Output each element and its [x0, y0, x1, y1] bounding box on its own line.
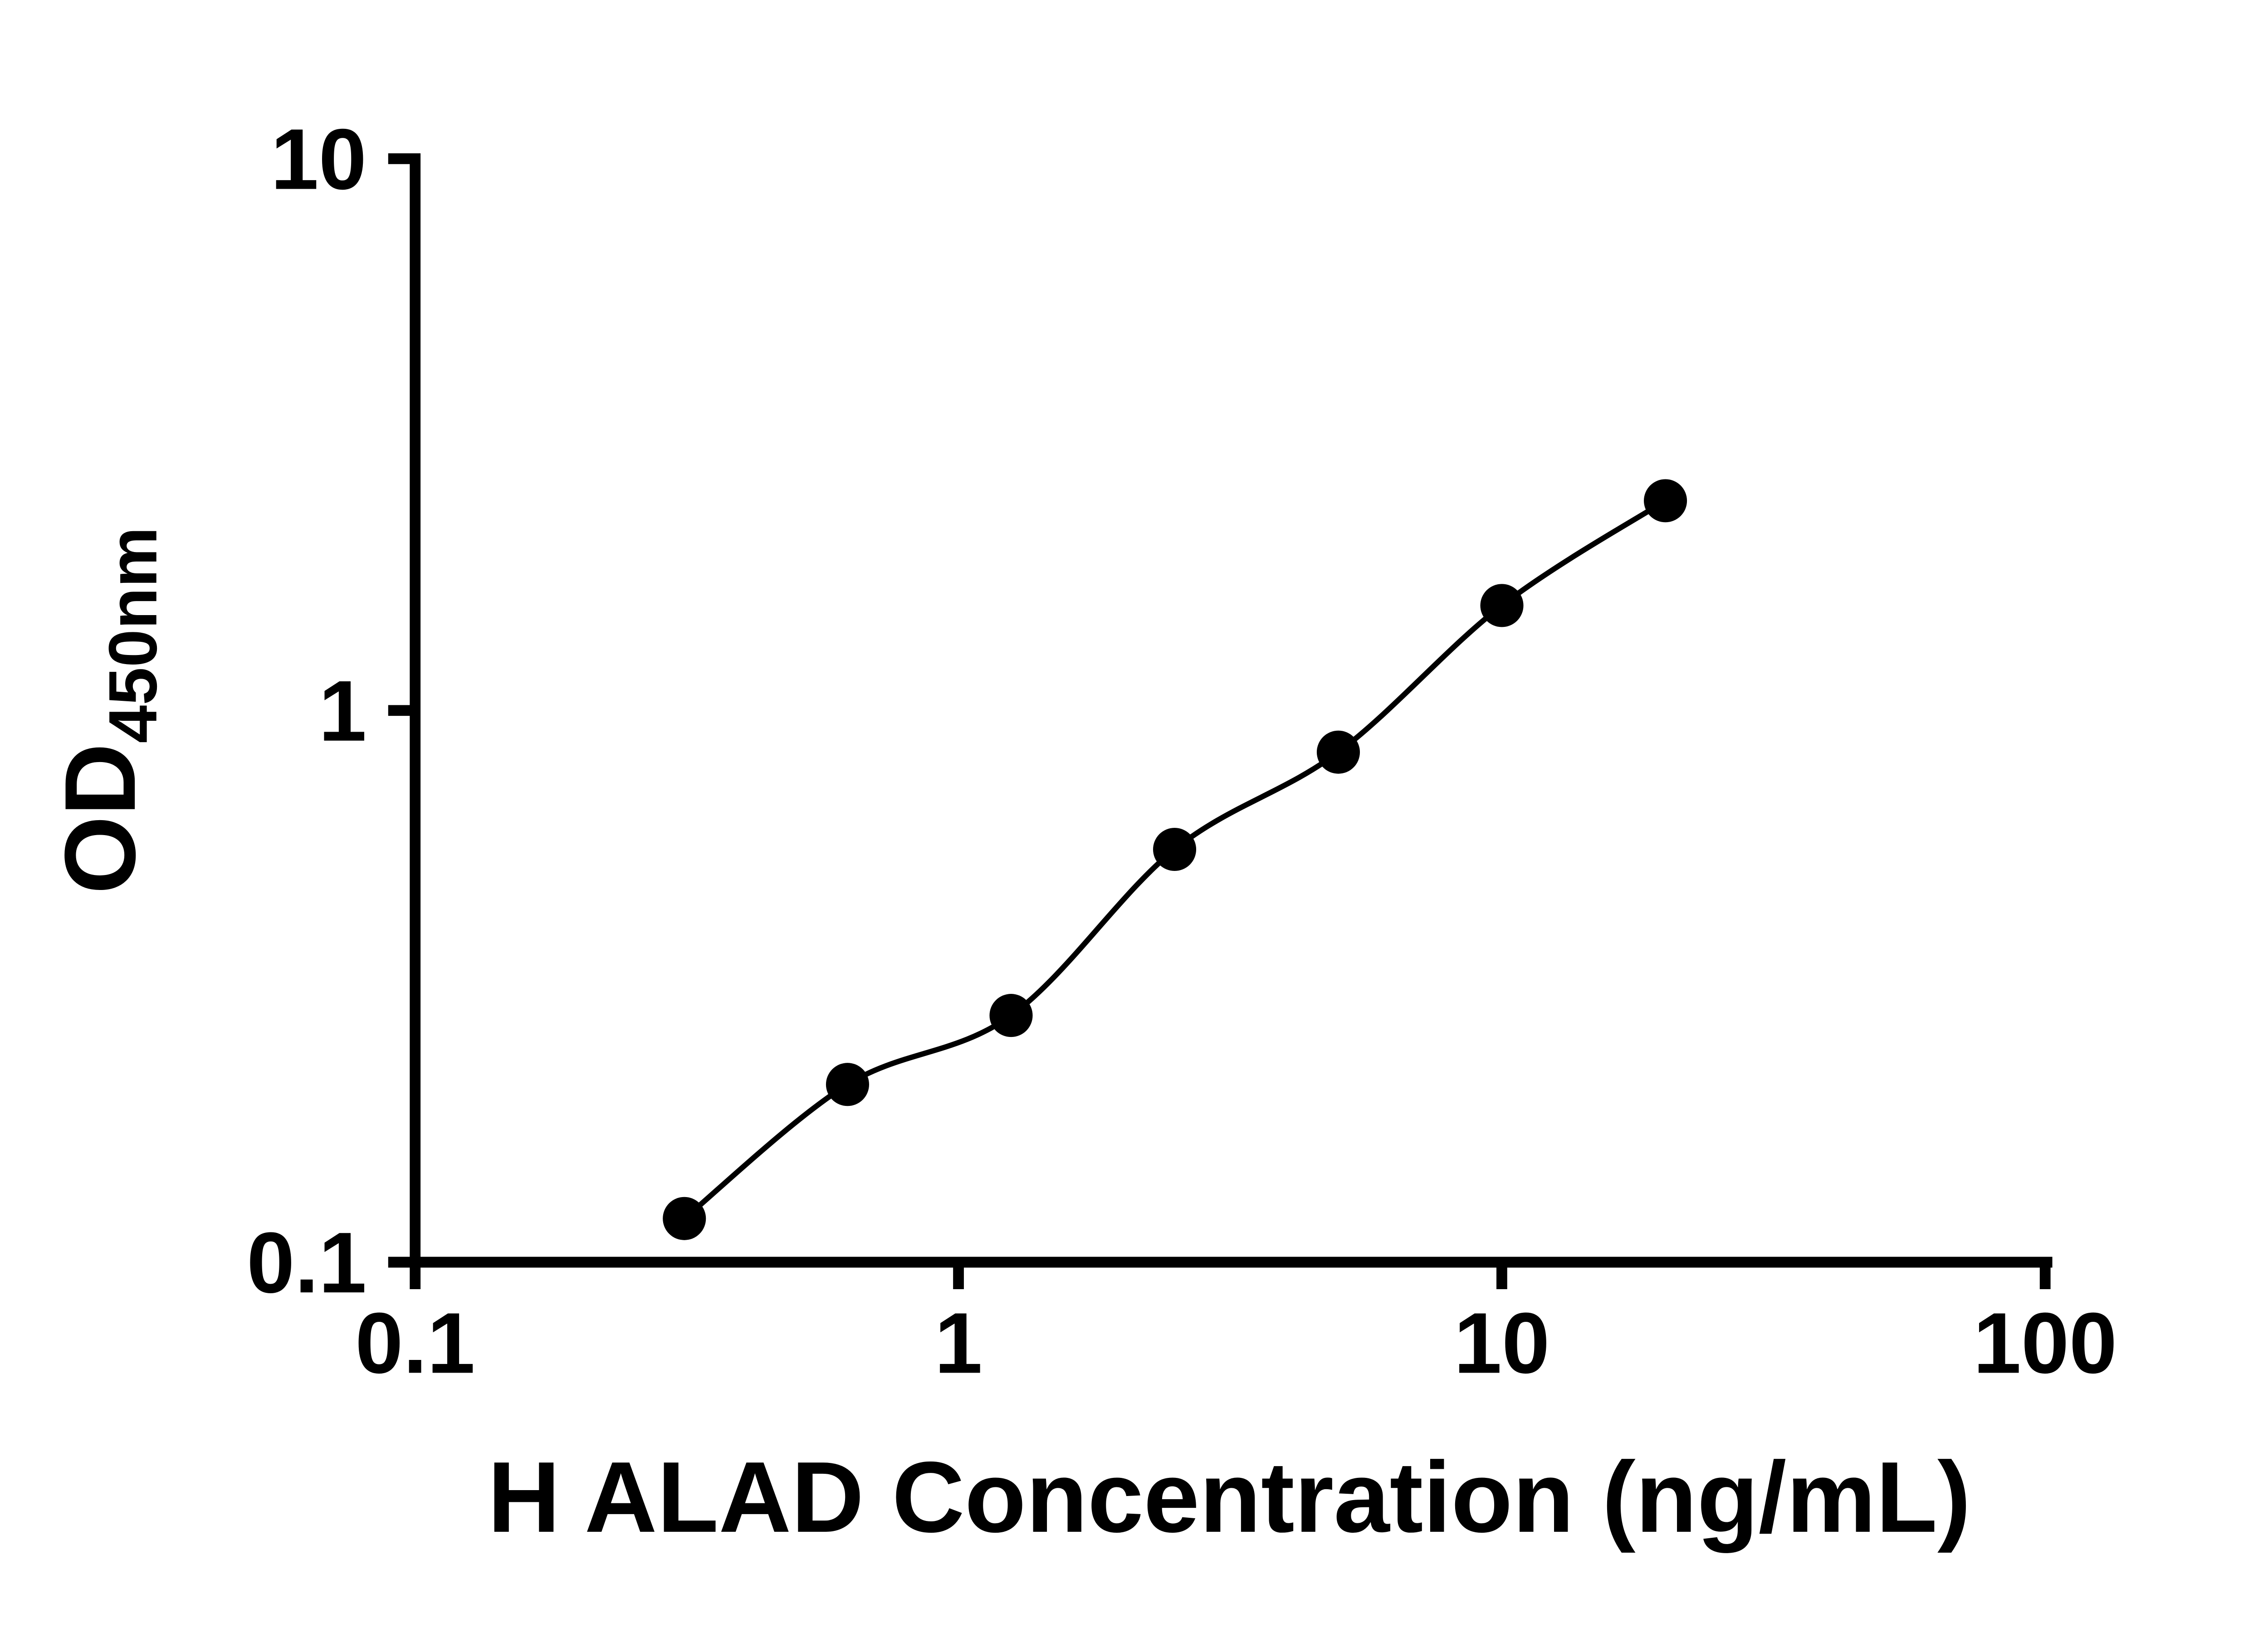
- x-axis-title: H ALAD Concentration (ng/mL): [488, 1441, 1971, 1554]
- x-axis-tick-label: 1: [934, 1295, 982, 1391]
- y-axis-tick-label: 10: [271, 111, 367, 207]
- x-axis-tick-label: 10: [1454, 1295, 1550, 1391]
- data-point: [1644, 479, 1687, 523]
- data-point: [1480, 584, 1524, 627]
- axis-spine: [410, 153, 2053, 1268]
- data-point: [663, 1197, 706, 1240]
- data-point: [1153, 827, 1197, 871]
- y-axis-title: OD450nm: [44, 527, 171, 894]
- x-axis-tick-label: 100: [1973, 1295, 2117, 1391]
- y-axis-title-subscript: 450nm: [95, 527, 171, 743]
- data-point: [1316, 730, 1360, 774]
- y-axis-title-main: OD: [44, 743, 156, 894]
- y-axis-tick-label: 0.1: [247, 1215, 367, 1311]
- axes-layer: 0.1 1 10 100 0.1 1 10: [247, 111, 2117, 1391]
- x-axis-tick-label: 0.1: [355, 1295, 475, 1391]
- y-axis-tick-label: 1: [318, 663, 367, 759]
- series-layer: [663, 479, 1687, 1240]
- data-point: [989, 994, 1033, 1037]
- data-point: [826, 1063, 870, 1106]
